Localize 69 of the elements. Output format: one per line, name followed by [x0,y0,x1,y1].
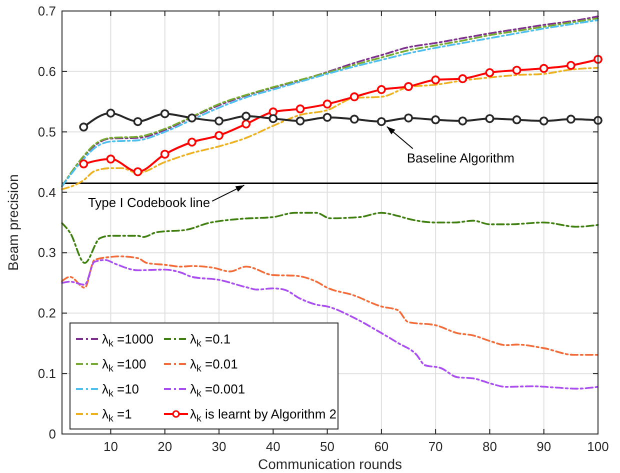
point [404,113,414,122]
point [431,75,440,84]
x-tick-label: 40 [266,439,280,454]
x-tick-label: 30 [212,439,226,454]
point [242,112,251,121]
point [431,115,440,124]
point [376,117,386,126]
annotation: Baseline Algorithm [406,150,515,166]
y-tick-label: 0.5 [38,124,56,140]
point [268,114,278,124]
y-tick-label: 0 [48,426,56,442]
point [485,68,494,78]
point [187,113,196,122]
y-tick-label: 0.2 [38,306,56,321]
legend-label: λ$_{k}$ is learnt by Algorithm 2 [190,406,336,425]
point [539,116,548,126]
point [350,92,359,102]
y-tick-label: 0.7 [38,4,56,18]
point [458,74,468,84]
line-series [61,212,599,264]
legend-label: λ$_{k}$ =0.1 [190,332,231,350]
legend-label: λ$_{k}$ =1 [102,406,132,425]
point [160,150,170,159]
point [322,112,332,122]
ref-line-label: Type I Codebook line [88,195,210,210]
point [322,100,332,109]
point [512,115,522,124]
x-axis-title: Communication rounds [258,456,402,472]
point [512,66,522,75]
point [160,109,170,118]
point [214,130,224,140]
point [566,114,576,124]
point [539,64,548,73]
point [296,104,305,114]
legend-label: λ$_{k}$ =0.01 [190,356,238,375]
y-tick-label: 0.4 [38,184,56,200]
x-tick-label: 60 [374,439,389,454]
point [296,116,305,126]
y-tick-label: 0.6 [38,64,56,79]
legend-label: λ$_{k}$ =1000 [102,332,154,350]
y-tick-label: 0.3 [38,245,56,260]
legend-label: λ$_{k}$ =100 [102,356,146,375]
point [458,116,468,126]
point [187,138,196,147]
point [106,154,116,164]
point [133,167,142,176]
x-tick-label: 90 [536,439,552,454]
x-tick-label: 70 [428,439,443,454]
point [485,114,494,124]
point [566,60,576,70]
point [79,122,88,132]
y-axis-title: Beam precision [5,174,21,271]
line-series [61,255,599,356]
point [133,117,142,126]
x-tick-label: 10 [103,439,118,454]
point [404,82,414,92]
x-tick-label: 20 [158,439,172,454]
legend-label: λ$_{k}$ =10 [102,382,140,400]
point [106,108,116,118]
x-tick-label: 100 [587,439,609,454]
x-tick-label: 80 [482,439,497,454]
point [376,85,386,94]
point [214,116,224,126]
point [79,159,88,168]
legend-label: λ$_{k}$ =0.001 [190,382,246,400]
point [242,120,251,128]
point [350,114,359,124]
y-tick-label: 0.1 [38,366,56,382]
x-tick-label: 50 [320,439,335,454]
